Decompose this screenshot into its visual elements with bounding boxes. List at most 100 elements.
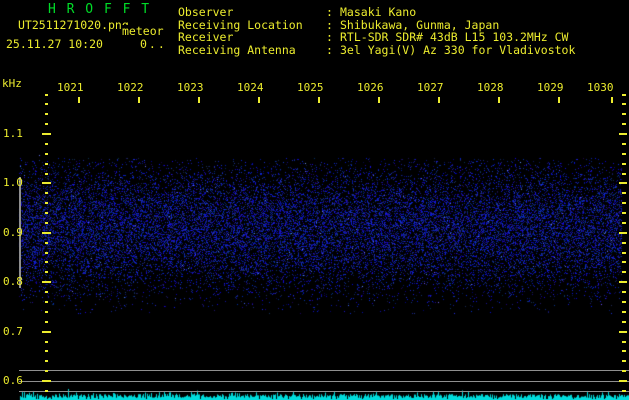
y-tick-label: 1.1	[3, 127, 23, 141]
y-tick-mark-right	[622, 93, 626, 96]
x-tick-label: 1028	[477, 81, 504, 94]
y-tick-mark-right	[622, 221, 626, 224]
y-tick-label: 0.7	[3, 324, 23, 338]
y-tick-mark-right	[622, 300, 626, 303]
x-tick-label: 1026	[357, 81, 384, 94]
x-tick-label: 1022	[117, 81, 144, 94]
y-tick-mark-right	[622, 103, 626, 106]
y-tick-mark-right	[622, 370, 626, 373]
y-tick-mark-right	[619, 231, 627, 234]
y-tick-mark-right	[622, 251, 626, 254]
bottom-reference-line-3	[19, 391, 629, 392]
info-colon: :	[326, 5, 333, 19]
y-tick-mark-left	[42, 182, 51, 185]
y-tick-mark-left	[45, 251, 48, 254]
x-tick-mark	[318, 97, 320, 103]
bottom-reference-line-2	[19, 380, 629, 382]
y-tick-mark-left	[45, 389, 48, 392]
info-label: Receiving Location	[178, 17, 303, 32]
x-tick-mark	[258, 97, 260, 103]
y-tick-mark-left	[45, 192, 48, 195]
x-tick-mark	[138, 97, 140, 103]
info-colon: :	[326, 30, 333, 45]
y-tick-mark-right	[622, 113, 626, 116]
y-tick-mark-left	[45, 310, 48, 313]
y-tick-label: 1.0	[3, 176, 23, 190]
y-tick-mark-right	[619, 281, 627, 284]
y-tick-mark-left	[45, 152, 48, 155]
y-tick-mark-right	[622, 261, 626, 264]
info-value: Masaki Kano	[340, 5, 417, 19]
y-tick-mark-right	[622, 389, 626, 392]
y-tick-mark-right	[622, 123, 626, 126]
x-tick-label: 1025	[297, 81, 324, 94]
y-tick-mark-left	[42, 281, 51, 284]
y-tick-mark-right	[622, 192, 626, 195]
app-title: H R O F F T	[48, 2, 151, 17]
y-tick-mark-left	[45, 93, 48, 96]
x-tick-mark	[558, 97, 560, 103]
y-tick-mark-left	[45, 370, 48, 373]
info-colon: :	[326, 17, 333, 32]
y-tick-mark-left	[45, 320, 48, 323]
x-tick-label: 1023	[177, 81, 204, 94]
y-tick-label: 0.9	[3, 225, 23, 239]
y-tick-mark-left	[45, 360, 48, 363]
y-tick-mark-left	[45, 113, 48, 116]
info-value: Shibukawa, Gunma, Japan	[340, 17, 500, 32]
y-axis-unit-label: kHz	[2, 77, 22, 90]
station-info: Observer: Masaki Kano Receiving Location: S…	[178, 5, 628, 57]
info-label: Observer	[178, 5, 234, 19]
y-tick-mark-right	[622, 291, 626, 294]
x-tick-mark	[198, 97, 200, 103]
y-tick-mark-right	[622, 360, 626, 363]
y-tick-mark-right	[622, 241, 626, 244]
y-tick-mark-left	[45, 162, 48, 165]
y-tick-mark-left	[42, 133, 51, 136]
station-info-row: Receiving Location: Shibukawa, Gunma, Jap…	[178, 17, 628, 32]
datetime-label: 25.11.27 10:20	[6, 37, 103, 51]
y-tick-mark-left	[45, 212, 48, 215]
y-tick-mark-right	[622, 212, 626, 215]
station-info-row: Receiver: RTL-SDR SDR# 43dB L15 103.2MHz …	[178, 30, 628, 45]
x-tick-label: 1021	[57, 81, 84, 94]
y-tick-mark-left	[42, 330, 51, 333]
y-tick-mark-left	[45, 300, 48, 303]
y-tick-mark-left	[45, 271, 48, 274]
y-tick-mark-left	[42, 231, 51, 234]
x-tick-label: 1024	[237, 81, 264, 94]
y-tick-mark-left	[45, 172, 48, 175]
station-info-row: Observer: Masaki Kano	[178, 5, 628, 19]
y-tick-mark-right	[622, 310, 626, 313]
y-tick-label: 0.6	[3, 374, 23, 388]
y-tick-mark-left	[45, 350, 48, 353]
x-tick-mark	[438, 97, 440, 103]
y-tick-mark-right	[619, 182, 627, 185]
y-tick-mark-right	[622, 271, 626, 274]
info-label: Receiver	[178, 30, 234, 45]
info-label: Receiving Antenna	[178, 42, 296, 57]
observation-mode-label: meteor	[121, 24, 165, 38]
x-tick-mark	[78, 97, 80, 103]
y-tick-mark-right	[622, 162, 626, 165]
info-value: RTL-SDR SDR# 43dB L15 103.2MHz CW	[340, 30, 569, 45]
x-tick-mark	[611, 97, 613, 103]
output-filename: UT2511271020.png	[18, 18, 129, 32]
count-indicator: 0..	[140, 37, 167, 51]
y-tick-mark-left	[45, 202, 48, 205]
x-tick-label: 1030	[587, 81, 614, 94]
y-tick-mark-left	[45, 340, 48, 343]
y-tick-mark-left	[45, 103, 48, 106]
info-colon: :	[326, 42, 333, 57]
y-tick-mark-right	[619, 133, 627, 136]
x-tick-label: 1027	[417, 81, 444, 94]
y-tick-mark-right	[619, 380, 627, 383]
y-tick-mark-right	[622, 350, 626, 353]
y-tick-mark-right	[619, 330, 627, 333]
x-tick-mark	[498, 97, 500, 103]
y-tick-label: 0.8	[3, 275, 23, 289]
y-tick-mark-right	[622, 320, 626, 323]
x-tick-mark	[378, 97, 380, 103]
